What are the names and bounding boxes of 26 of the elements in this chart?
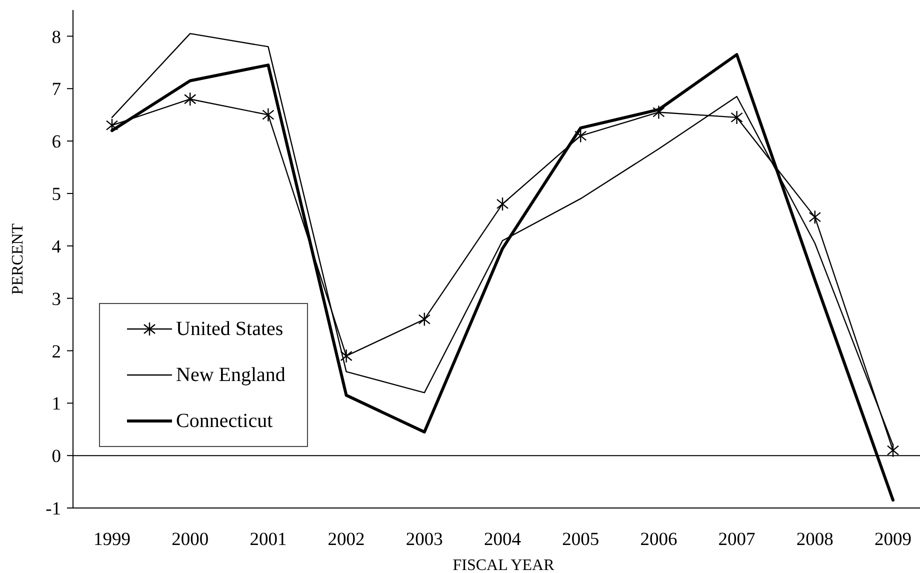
x-tick-label: 2008 <box>796 530 834 550</box>
x-tick-label: 2006 <box>640 530 678 550</box>
legend-label: Connecticut <box>176 410 273 432</box>
x-tick-label: 2001 <box>250 530 287 550</box>
x-tick-label: 1999 <box>94 530 130 550</box>
y-tick-label: -1 <box>46 500 61 520</box>
y-tick-label: 7 <box>52 80 61 100</box>
y-tick-label: 2 <box>52 342 61 362</box>
y-tick-label: 1 <box>52 394 61 415</box>
legend-label: New England <box>176 364 286 386</box>
legend-label: United States <box>176 318 284 340</box>
y-axis-title: PERCENT <box>10 223 26 295</box>
x-tick-label: 2003 <box>406 530 443 550</box>
y-tick-label: 6 <box>52 132 61 153</box>
y-tick-label: 3 <box>52 290 61 310</box>
y-tick-label: 8 <box>52 28 61 48</box>
x-tick-label: 2000 <box>172 530 209 550</box>
x-tick-label: 2009 <box>874 530 912 550</box>
x-tick-label: 2004 <box>484 530 521 550</box>
y-tick-label: 5 <box>52 185 61 206</box>
y-tick-label: 0 <box>52 447 61 468</box>
x-axis-title: FISCAL YEAR <box>452 557 555 573</box>
x-tick-label: 2005 <box>562 530 600 550</box>
x-tick-label: 2002 <box>328 530 365 550</box>
y-tick-label: 4 <box>52 237 61 258</box>
x-tick-label: 2007 <box>718 530 756 550</box>
